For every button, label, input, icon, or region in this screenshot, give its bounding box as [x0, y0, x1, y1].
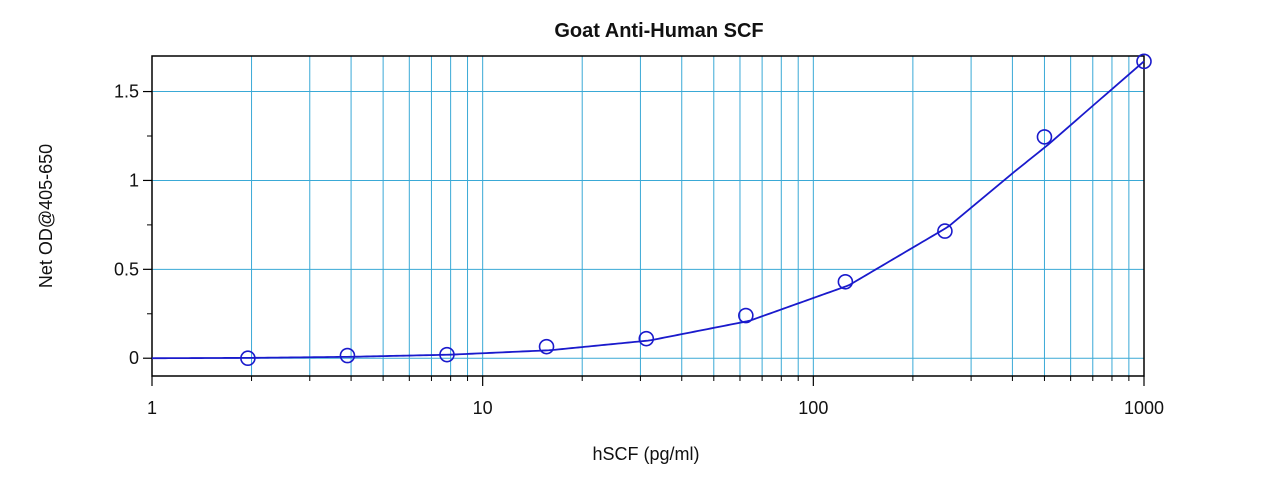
x-tick-label: 1000 [1124, 398, 1164, 418]
data-points [240, 53, 1152, 367]
x-tick-label: 100 [798, 398, 828, 418]
data-point [538, 338, 555, 355]
data-point [937, 223, 953, 239]
data-point [339, 347, 356, 364]
fit-curve [151, 60, 1145, 360]
data-point [439, 346, 455, 363]
chart-title: Goat Anti-Human SCF [554, 20, 763, 42]
x-axis: 1 10 100 1000 [147, 376, 1164, 418]
y-tick-label: 1.5 [114, 82, 139, 102]
y-tick-label: 0.5 [114, 259, 139, 279]
data-point [1036, 129, 1053, 145]
data-point [240, 350, 256, 367]
grid [152, 56, 1144, 376]
x-tick-label: 1 [147, 398, 157, 418]
data-point [837, 273, 854, 290]
y-tick-label: 1 [129, 170, 139, 190]
y-axis-label: Net OD@405-650 [36, 144, 56, 288]
data-point [1136, 53, 1152, 70]
x-axis-label: hSCF (pg/ml) [592, 444, 699, 464]
plot-frame [151, 55, 1145, 377]
y-tick-label: 0 [129, 348, 139, 368]
x-tick-label: 10 [473, 398, 493, 418]
data-point [638, 330, 655, 347]
y-axis: 0 0.5 1 1.5 [114, 82, 152, 368]
data-point [738, 307, 754, 324]
